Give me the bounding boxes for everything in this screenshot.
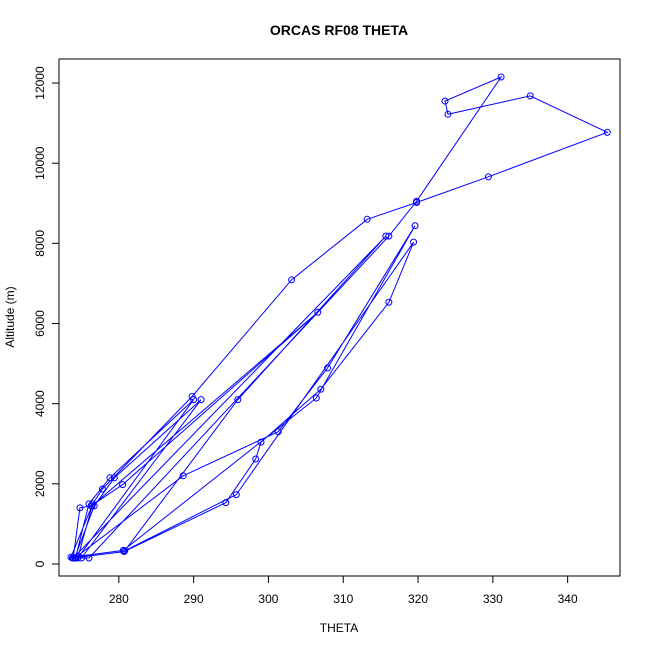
x-tick-label: 290 — [184, 592, 204, 606]
data-point — [385, 298, 393, 306]
y-tick-label: 4000 — [33, 390, 47, 417]
data-point — [382, 232, 390, 240]
data-point — [98, 485, 106, 493]
x-tick-label: 320 — [408, 592, 428, 606]
data-point — [274, 428, 282, 436]
data-point — [120, 548, 128, 556]
chart-title: ORCAS RF08 THETA — [270, 22, 408, 38]
data-point — [312, 394, 320, 402]
data-point — [190, 396, 198, 404]
series-line — [70, 75, 609, 560]
data-point — [119, 481, 127, 489]
data-point — [188, 392, 196, 400]
data-point — [252, 455, 260, 463]
x-tick-label: 310 — [333, 592, 353, 606]
data-point — [222, 499, 230, 507]
data-point — [76, 504, 84, 512]
data-point — [385, 232, 393, 240]
data-point — [497, 73, 505, 81]
y-tick-label: 8000 — [33, 230, 47, 257]
data-point — [179, 472, 187, 480]
data-point — [411, 222, 419, 230]
x-axis-label: THETA — [320, 621, 358, 635]
x-tick-label: 340 — [558, 592, 578, 606]
data-point — [603, 128, 611, 136]
data-point — [444, 110, 452, 118]
y-tick-label: 2000 — [33, 470, 47, 497]
data-point — [106, 474, 114, 482]
data-point — [288, 276, 296, 284]
plot-frame — [58, 58, 621, 577]
data-point — [197, 396, 205, 404]
data-point — [110, 474, 118, 482]
data-point — [88, 502, 96, 510]
data-point — [234, 396, 242, 404]
data-point — [413, 197, 421, 205]
x-tick-label: 330 — [483, 592, 503, 606]
x-axis: 280 290 300 310 320 330 340 — [109, 575, 578, 606]
data-point — [317, 385, 325, 393]
data-point — [526, 92, 534, 100]
data-point — [363, 215, 371, 223]
data-point — [324, 364, 332, 372]
y-axis-label: Altitude (m) — [3, 286, 17, 347]
x-tick-label: 300 — [258, 592, 278, 606]
data-point — [441, 97, 449, 105]
data-point — [121, 547, 129, 555]
data-point — [257, 438, 265, 446]
data-point — [410, 238, 418, 246]
data-point — [314, 308, 322, 316]
y-tick-label: 10000 — [33, 146, 47, 180]
data-point — [484, 173, 492, 181]
data-point — [85, 554, 93, 562]
data-point — [232, 491, 240, 499]
data-point — [69, 554, 77, 562]
data-point — [90, 502, 98, 510]
y-tick-label: 12000 — [33, 66, 47, 100]
series-layer — [67, 73, 611, 562]
y-axis: 0 2000 4000 6000 8000 10000 12000 — [33, 66, 60, 567]
y-tick-label: 0 — [33, 560, 47, 567]
y-tick-label: 6000 — [33, 310, 47, 337]
x-tick-label: 280 — [109, 592, 129, 606]
